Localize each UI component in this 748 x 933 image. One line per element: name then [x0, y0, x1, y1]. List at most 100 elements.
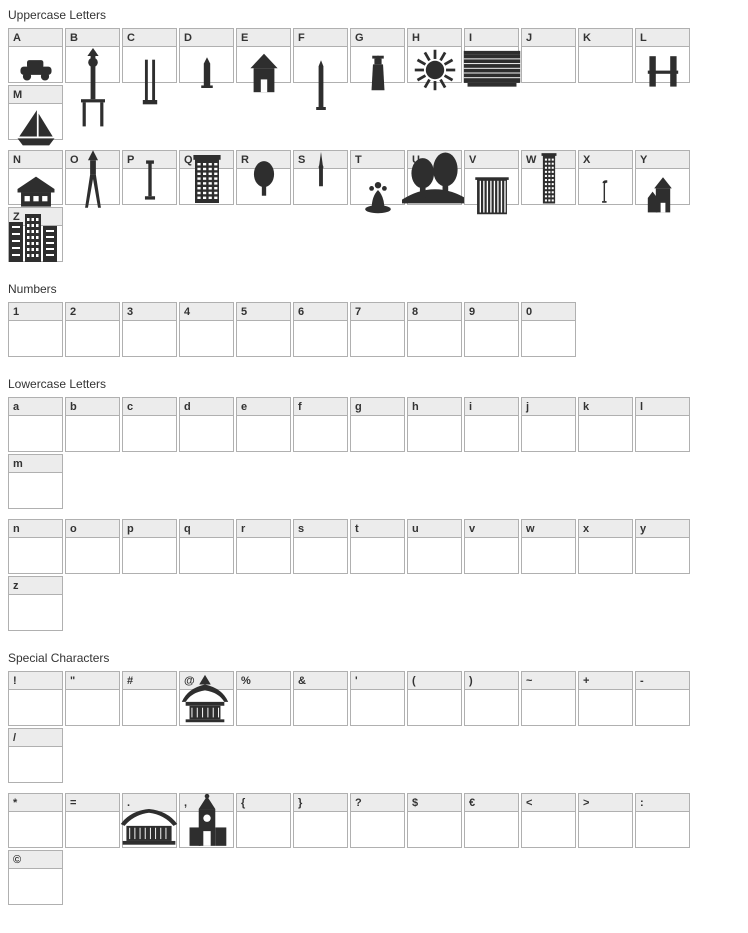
char-cell[interactable]: 6: [293, 302, 348, 357]
char-cell[interactable]: z: [8, 576, 63, 631]
char-cell[interactable]: 1: [8, 302, 63, 357]
char-cell[interactable]: h: [407, 397, 462, 452]
char-cell[interactable]: *: [8, 793, 63, 848]
char-label: 9: [465, 303, 518, 321]
char-cell[interactable]: A: [8, 28, 63, 83]
char-cell[interactable]: 0: [521, 302, 576, 357]
char-glyph: [9, 812, 62, 847]
char-cell[interactable]: X: [578, 150, 633, 205]
char-glyph: [66, 321, 119, 356]
char-cell[interactable]: !: [8, 671, 63, 726]
char-cell[interactable]: V: [464, 150, 519, 205]
char-cell[interactable]: c: [122, 397, 177, 452]
char-cell[interactable]: i: [464, 397, 519, 452]
char-label: 2: [66, 303, 119, 321]
char-cell[interactable]: 7: [350, 302, 405, 357]
char-cell[interactable]: ): [464, 671, 519, 726]
char-cell[interactable]: l: [635, 397, 690, 452]
char-cell[interactable]: &: [293, 671, 348, 726]
char-cell[interactable]: I: [464, 28, 519, 83]
char-cell[interactable]: W: [521, 150, 576, 205]
char-cell[interactable]: N: [8, 150, 63, 205]
char-cell[interactable]: d: [179, 397, 234, 452]
char-cell[interactable]: v: [464, 519, 519, 574]
char-glyph: [351, 690, 404, 725]
char-cell[interactable]: ©: [8, 850, 63, 905]
char-cell[interactable]: %: [236, 671, 291, 726]
char-cell[interactable]: €: [464, 793, 519, 848]
char-cell[interactable]: J: [521, 28, 576, 83]
char-cell[interactable]: E: [236, 28, 291, 83]
char-cell[interactable]: ?: [350, 793, 405, 848]
char-cell[interactable]: =: [65, 793, 120, 848]
char-cell[interactable]: q: [179, 519, 234, 574]
char-cell[interactable]: n: [8, 519, 63, 574]
char-cell[interactable]: D: [179, 28, 234, 83]
char-cell[interactable]: w: [521, 519, 576, 574]
char-cell[interactable]: 5: [236, 302, 291, 357]
char-cell[interactable]: +: [578, 671, 633, 726]
char-cell[interactable]: p: [122, 519, 177, 574]
char-cell[interactable]: Z: [8, 207, 63, 262]
char-cell[interactable]: H: [407, 28, 462, 83]
char-cell[interactable]: $: [407, 793, 462, 848]
char-label: ": [66, 672, 119, 690]
char-cell[interactable]: G: [350, 28, 405, 83]
char-cell[interactable]: 8: [407, 302, 462, 357]
char-cell[interactable]: f: [293, 397, 348, 452]
char-glyph: [123, 812, 176, 847]
char-cell[interactable]: P: [122, 150, 177, 205]
char-cell[interactable]: U: [407, 150, 462, 205]
char-cell[interactable]: }: [293, 793, 348, 848]
char-cell[interactable]: B: [65, 28, 120, 83]
char-cell[interactable]: T: [350, 150, 405, 205]
char-label: r: [237, 520, 290, 538]
char-cell[interactable]: s: [293, 519, 348, 574]
char-cell[interactable]: C: [122, 28, 177, 83]
char-cell[interactable]: ,: [179, 793, 234, 848]
char-cell[interactable]: a: [8, 397, 63, 452]
char-glyph: [522, 416, 575, 451]
char-cell[interactable]: y: [635, 519, 690, 574]
char-cell[interactable]: b: [65, 397, 120, 452]
char-cell[interactable]: >: [578, 793, 633, 848]
char-cell[interactable]: O: [65, 150, 120, 205]
char-cell[interactable]: M: [8, 85, 63, 140]
char-cell[interactable]: u: [407, 519, 462, 574]
char-cell[interactable]: j: [521, 397, 576, 452]
char-cell[interactable]: o: [65, 519, 120, 574]
char-cell[interactable]: ': [350, 671, 405, 726]
char-cell[interactable]: S: [293, 150, 348, 205]
char-cell[interactable]: F: [293, 28, 348, 83]
char-cell[interactable]: t: [350, 519, 405, 574]
char-cell[interactable]: #: [122, 671, 177, 726]
char-cell[interactable]: Y: [635, 150, 690, 205]
char-cell[interactable]: r: [236, 519, 291, 574]
char-cell[interactable]: {: [236, 793, 291, 848]
char-cell[interactable]: m: [8, 454, 63, 509]
char-cell[interactable]: (: [407, 671, 462, 726]
char-cell[interactable]: L: [635, 28, 690, 83]
char-cell[interactable]: e: [236, 397, 291, 452]
char-cell[interactable]: k: [578, 397, 633, 452]
char-cell[interactable]: ": [65, 671, 120, 726]
char-cell[interactable]: /: [8, 728, 63, 783]
char-glyph: [180, 690, 233, 725]
char-cell[interactable]: ~: [521, 671, 576, 726]
char-glyph: [351, 321, 404, 356]
char-cell[interactable]: K: [578, 28, 633, 83]
char-cell[interactable]: .: [122, 793, 177, 848]
char-cell[interactable]: 4: [179, 302, 234, 357]
char-cell[interactable]: g: [350, 397, 405, 452]
char-cell[interactable]: 9: [464, 302, 519, 357]
char-cell[interactable]: @: [179, 671, 234, 726]
char-cell[interactable]: R: [236, 150, 291, 205]
char-cell[interactable]: <: [521, 793, 576, 848]
char-cell[interactable]: Q: [179, 150, 234, 205]
char-cell[interactable]: 3: [122, 302, 177, 357]
char-cell[interactable]: -: [635, 671, 690, 726]
char-cell[interactable]: x: [578, 519, 633, 574]
char-cell[interactable]: 2: [65, 302, 120, 357]
char-label: {: [237, 794, 290, 812]
char-cell[interactable]: :: [635, 793, 690, 848]
